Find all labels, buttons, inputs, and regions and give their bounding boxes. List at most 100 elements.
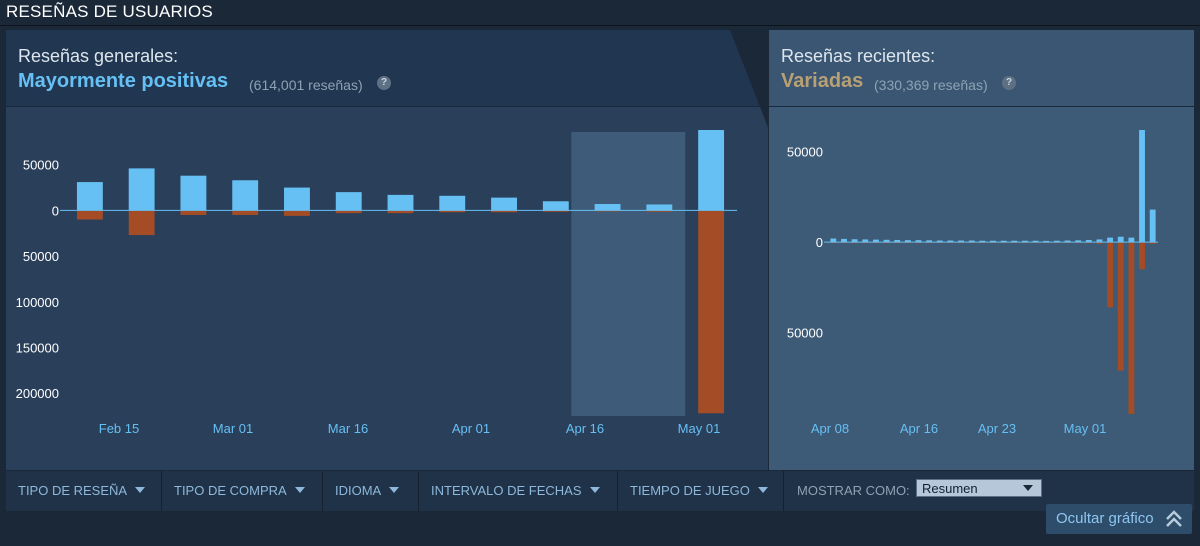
positive-bar[interactable]: [439, 195, 466, 211]
filter-purchase-type-label: TIPO DE COMPRA: [174, 483, 287, 498]
header-divider: [0, 25, 1200, 26]
negative-bar[interactable]: [387, 210, 414, 214]
positive-bar[interactable]: [904, 240, 911, 243]
positive-bar[interactable]: [841, 238, 847, 243]
positive-bar[interactable]: [542, 201, 569, 211]
negative-bar[interactable]: [698, 210, 725, 414]
negative-bar[interactable]: [1107, 242, 1114, 308]
negative-bar[interactable]: [128, 210, 155, 236]
positive-bar[interactable]: [646, 204, 673, 211]
positive-bar[interactable]: [883, 239, 890, 243]
positive-bar[interactable]: [1075, 240, 1082, 243]
filter-purchase-type[interactable]: TIPO DE COMPRA: [162, 471, 323, 511]
positive-bar[interactable]: [958, 240, 964, 243]
positive-bar[interactable]: [76, 182, 103, 211]
chevron-down-icon: [389, 487, 400, 493]
positive-bar[interactable]: [894, 239, 901, 243]
recent-reviews-summary: Reseñas recientes: Variadas (330,369 res…: [769, 30, 1194, 107]
overall-reviews-label: Reseñas generales:: [18, 46, 179, 66]
positive-bar[interactable]: [1139, 130, 1145, 243]
negative-bar[interactable]: [646, 210, 673, 212]
hide-graph-label: Ocultar gráfico: [1056, 510, 1154, 527]
filter-language[interactable]: IDIOMA: [323, 471, 419, 511]
positive-bar[interactable]: [284, 187, 310, 211]
positive-bar[interactable]: [335, 192, 362, 211]
positive-bar[interactable]: [1128, 237, 1135, 243]
selected-range-highlight[interactable]: [571, 132, 686, 416]
positive-bar[interactable]: [1149, 209, 1156, 243]
negative-bar[interactable]: [1149, 242, 1156, 244]
hide-graph-button[interactable]: Ocultar gráfico: [1046, 504, 1192, 534]
negative-bar[interactable]: [491, 210, 517, 213]
display-as-select[interactable]: Resumen: [916, 479, 1042, 497]
chevron-down-icon: [1023, 485, 1033, 491]
positive-bar[interactable]: [232, 180, 259, 211]
overall-help-icon[interactable]: ?: [377, 76, 391, 90]
overall-reviews-chart[interactable]: 50000 0 50000 100000 150000 200000 Feb 15 Mar 0…: [6, 107, 768, 470]
positive-bar[interactable]: [180, 175, 207, 211]
positive-bar[interactable]: [698, 130, 725, 211]
overall-reviews-score[interactable]: Mayormente positivas: [18, 70, 229, 92]
x-tick-label: Apr 16: [900, 421, 938, 436]
positive-bar[interactable]: [1064, 240, 1071, 243]
positive-bar[interactable]: [926, 240, 933, 243]
x-tick-label: Apr 16: [566, 421, 604, 436]
recent-reviews-label: Reseñas recientes:: [781, 46, 936, 66]
positive-bar[interactable]: [1085, 239, 1092, 243]
positive-bar[interactable]: [979, 240, 986, 243]
negative-bar[interactable]: [1117, 242, 1124, 371]
positive-bar[interactable]: [968, 240, 975, 243]
negative-bar[interactable]: [542, 210, 569, 212]
filter-review-type[interactable]: TIPO DE RESEÑA: [6, 471, 162, 511]
positive-bar[interactable]: [491, 197, 517, 211]
section-title: RESEÑAS DE USUARIOS: [6, 2, 213, 21]
review-filters-bar: TIPO DE RESEÑA TIPO DE COMPRA IDIOMA INT…: [6, 471, 1194, 511]
chevron-down-icon: [757, 487, 768, 493]
negative-bar[interactable]: [180, 210, 207, 215]
recent-reviews-chart[interactable]: 50000 0 50000 Apr 08 Apr 16 Apr 23 May 01: [769, 107, 1194, 470]
positive-bar[interactable]: [1107, 237, 1114, 243]
positive-bar[interactable]: [862, 239, 869, 243]
negative-bar[interactable]: [1139, 242, 1145, 270]
filter-date-range[interactable]: INTERVALO DE FECHAS: [419, 471, 618, 511]
positive-bar[interactable]: [830, 238, 837, 243]
positive-bar[interactable]: [1096, 239, 1103, 243]
y-tick-label: 50000: [23, 249, 59, 264]
positive-bar[interactable]: [990, 240, 996, 243]
overall-reviews-count: (614,001 reseñas): [249, 77, 363, 93]
positive-bar[interactable]: [1032, 240, 1039, 243]
negative-bar[interactable]: [594, 210, 621, 212]
positive-bar[interactable]: [1022, 240, 1028, 243]
recent-reviews-score[interactable]: Variadas: [781, 70, 864, 92]
y-tick-label: 100000: [16, 295, 59, 310]
filter-playtime[interactable]: TIEMPO DE JUEGO: [618, 471, 784, 511]
positive-bar[interactable]: [1011, 240, 1018, 243]
positive-bar[interactable]: [851, 239, 858, 243]
negative-bar[interactable]: [335, 210, 362, 214]
positive-bar[interactable]: [1000, 240, 1007, 243]
positive-bar[interactable]: [387, 194, 414, 211]
negative-bar[interactable]: [1096, 242, 1103, 244]
negative-bar[interactable]: [439, 210, 466, 213]
negative-bar[interactable]: [232, 210, 259, 215]
negative-bar[interactable]: [1085, 242, 1092, 244]
positive-bar[interactable]: [1053, 240, 1060, 243]
x-tick-label: Mar 16: [328, 421, 368, 436]
positive-bar[interactable]: [594, 204, 621, 211]
positive-bar[interactable]: [936, 240, 943, 243]
display-as-label: MOSTRAR COMO:: [797, 483, 910, 498]
negative-bar[interactable]: [76, 210, 103, 220]
x-tick-label: May 01: [678, 421, 721, 436]
positive-bar[interactable]: [947, 240, 954, 243]
negative-bar[interactable]: [1128, 242, 1135, 414]
positive-bar[interactable]: [128, 168, 155, 211]
positive-bar[interactable]: [1043, 240, 1050, 243]
positive-bar[interactable]: [872, 239, 879, 243]
positive-bar[interactable]: [1117, 236, 1124, 243]
recent-reviews-count: (330,369 reseñas): [874, 77, 988, 93]
recent-help-icon[interactable]: ?: [1002, 76, 1016, 90]
y-tick-label: 50000: [787, 145, 823, 160]
negative-bar[interactable]: [284, 210, 310, 216]
positive-bar[interactable]: [915, 240, 922, 243]
x-tick-label: May 01: [1064, 421, 1107, 436]
